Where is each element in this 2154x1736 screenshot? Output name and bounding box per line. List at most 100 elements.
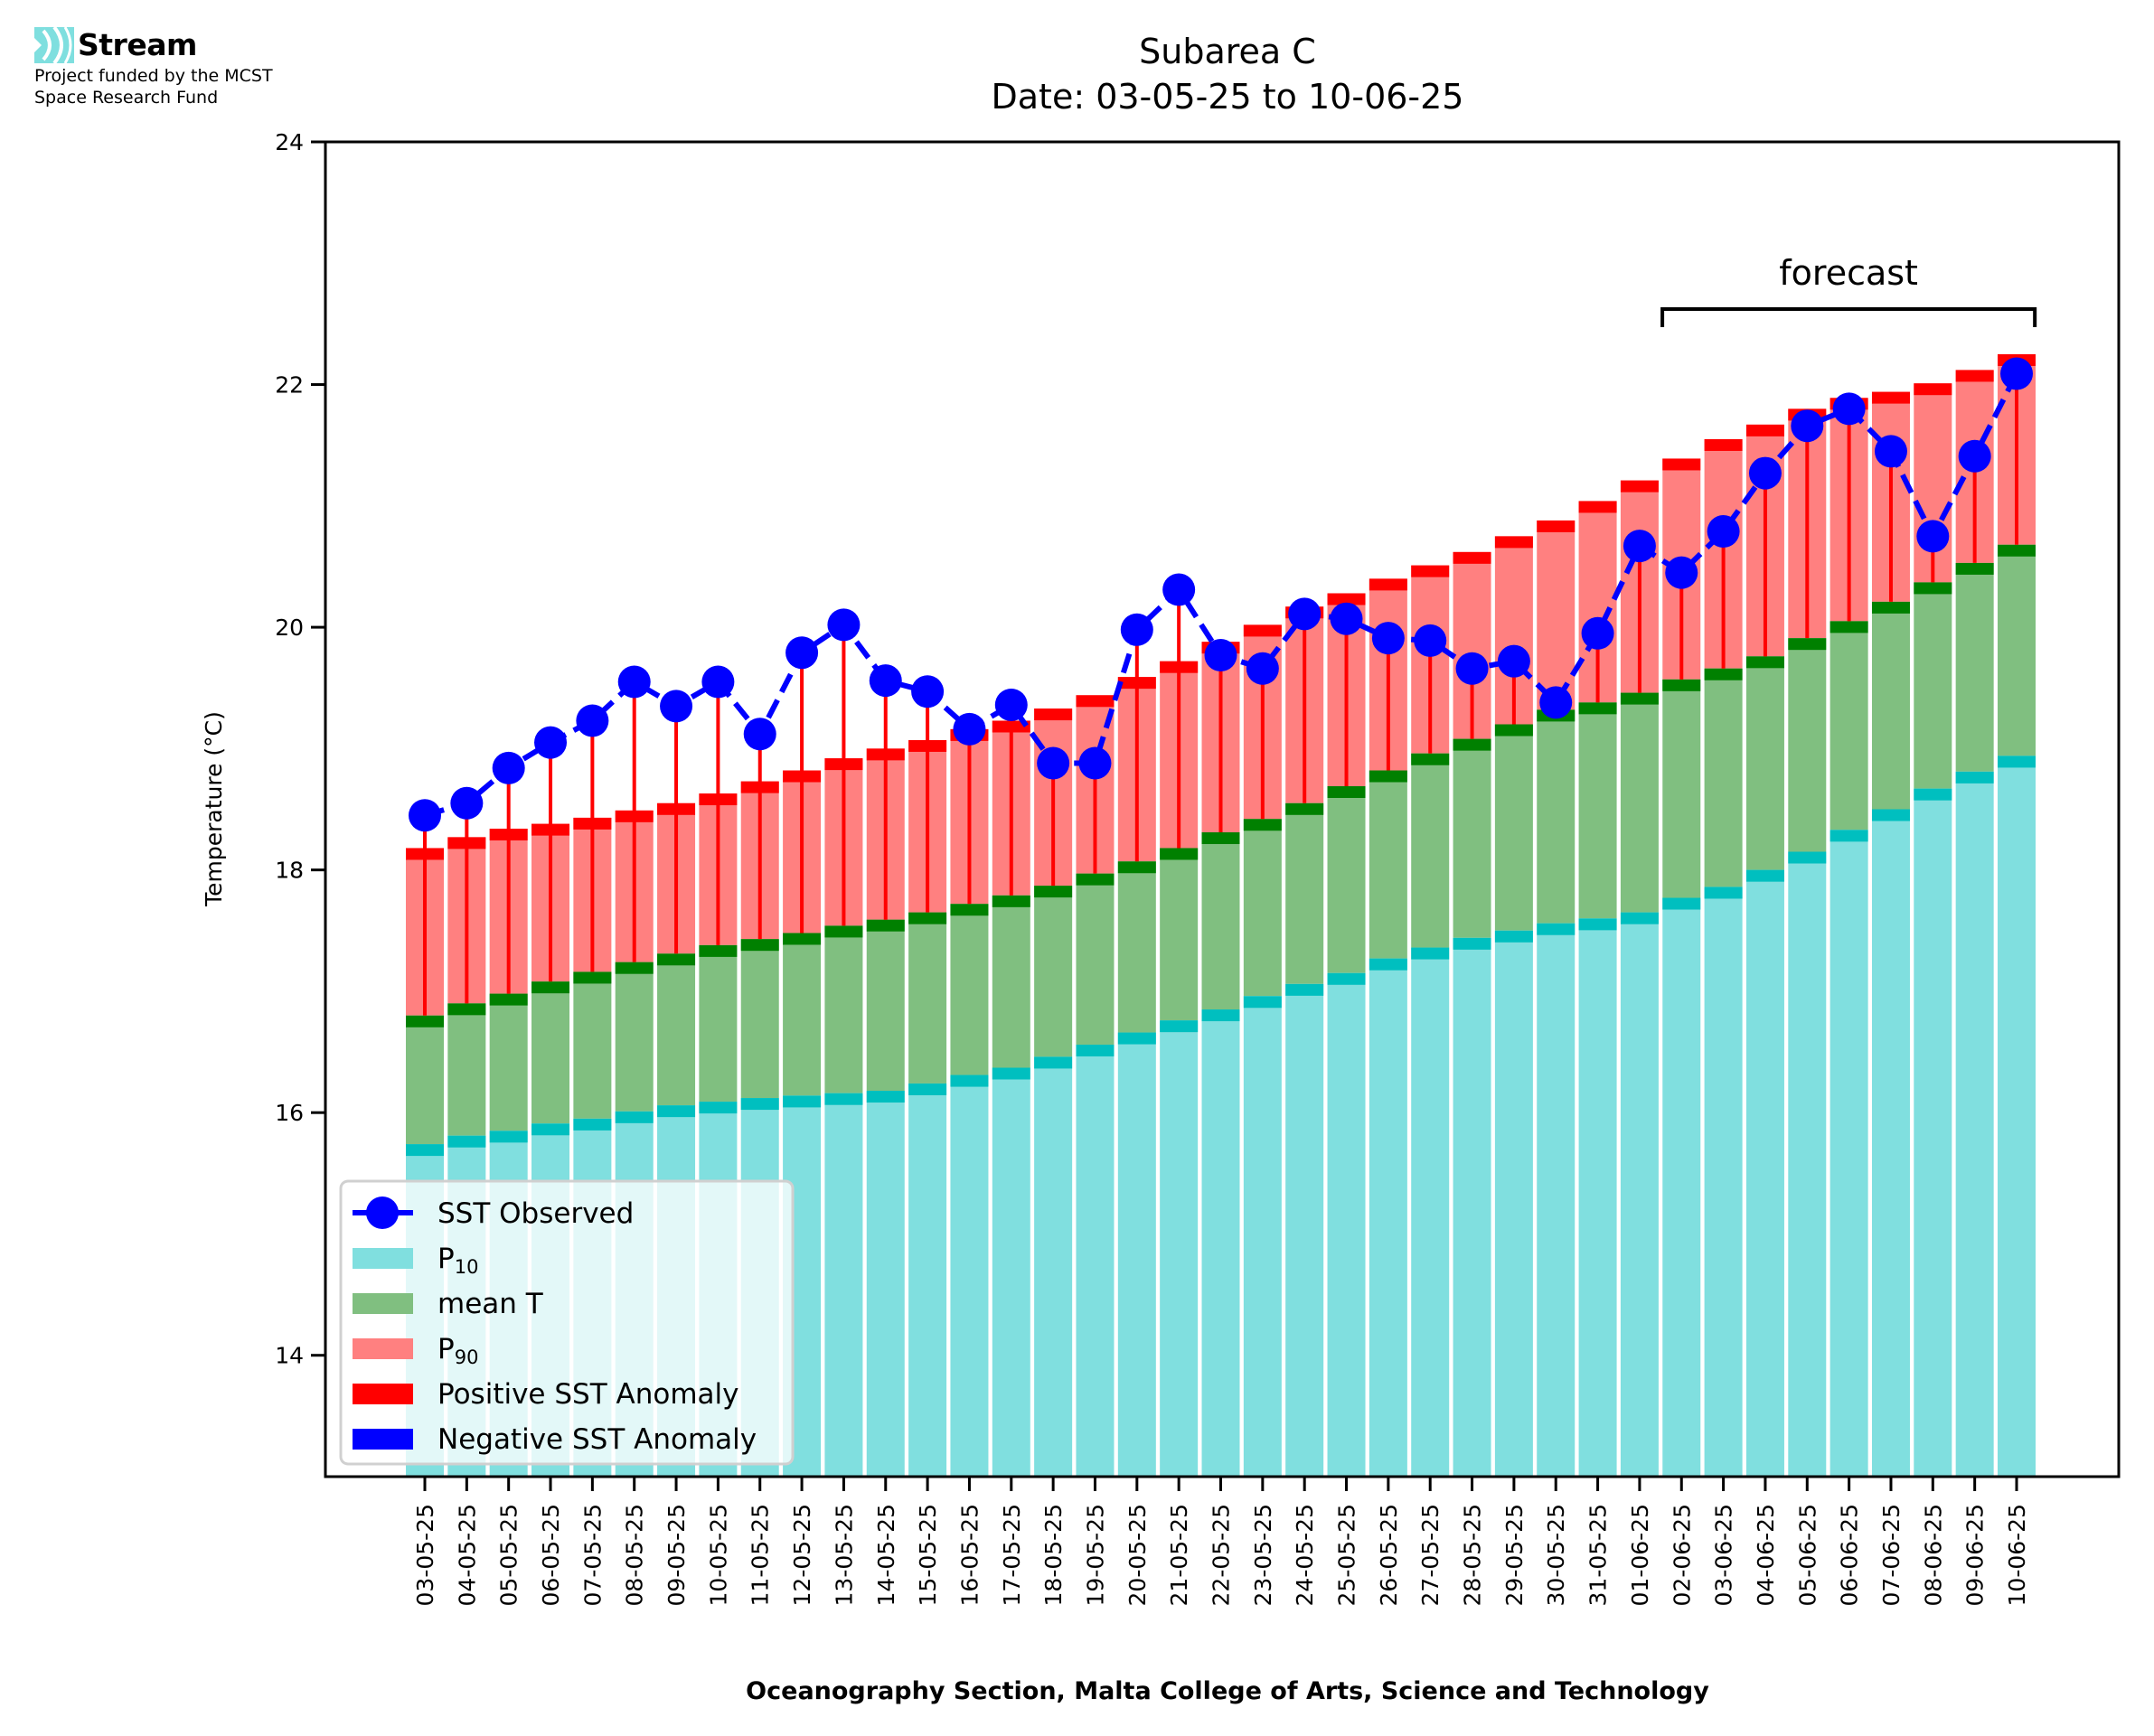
legend-patch-swatch: [353, 1248, 413, 1269]
bar-p10-cap: [1914, 788, 1952, 801]
bar-mean-cap: [950, 904, 989, 916]
bar-p10: [1076, 1044, 1115, 1477]
legend-label: SST Observed: [437, 1197, 634, 1230]
bar-p10-cap: [489, 1131, 528, 1143]
stream-waves-icon: [34, 25, 74, 65]
bar-p10-cap: [1788, 851, 1827, 864]
bar-p10-cap: [1537, 923, 1576, 935]
x-tick-label: 15-05-25: [915, 1504, 941, 1606]
x-tick-label: 06-05-25: [538, 1504, 564, 1606]
y-axis-label: Temperature (°C): [201, 711, 227, 907]
x-axis-label: Oceanography Section, Malta College of A…: [746, 1677, 1709, 1705]
bar-mean: [1160, 848, 1199, 1021]
observed-point: [1707, 515, 1740, 549]
bar-mean: [1537, 709, 1576, 924]
x-tick-label: 25-05-25: [1334, 1504, 1360, 1606]
bar-p10-cap: [1327, 972, 1366, 985]
bar-p90-cap: [1369, 578, 1407, 591]
bar-mean: [1788, 638, 1827, 852]
bar-p10: [1117, 1032, 1156, 1477]
bar-p90-cap: [1662, 458, 1701, 471]
bar-p90-cap: [1620, 480, 1659, 493]
observed-point: [2000, 357, 2033, 390]
x-tick-label: 22-05-25: [1209, 1504, 1235, 1606]
logo-subtitle-2: Space Research Fund: [34, 88, 219, 108]
bar-mean-cap: [824, 925, 863, 938]
bar-p10: [1537, 923, 1576, 1477]
y-ticks: 14 16 18 20 22 24: [275, 129, 325, 1369]
x-tick-label: 20-05-25: [1124, 1504, 1151, 1606]
bar-p90-cap: [1745, 424, 1784, 436]
legend-label: Negative SST Anomaly: [437, 1423, 757, 1456]
bar-p10: [1662, 897, 1701, 1477]
bar-mean: [1034, 886, 1073, 1057]
legend-label: mean T: [437, 1288, 544, 1320]
observed-point: [1330, 602, 1363, 635]
bar-p10: [1160, 1020, 1199, 1477]
bar-p10-cap: [1955, 771, 1994, 784]
bar-p10-cap: [1578, 918, 1617, 931]
observed-point: [1665, 556, 1698, 589]
bar-mean-cap: [1704, 668, 1743, 680]
x-tick-label: 21-05-25: [1166, 1504, 1192, 1606]
x-tick-label: 29-05-25: [1501, 1504, 1528, 1606]
bar-p10: [992, 1067, 1030, 1477]
bar-p10-cap: [1871, 809, 1910, 821]
bar-mean-cap: [1453, 738, 1491, 751]
x-tick-label: 16-05-25: [956, 1504, 983, 1606]
bar-p10-cap: [1411, 947, 1450, 960]
bar-mean-cap: [1871, 601, 1910, 614]
observed-point: [1162, 573, 1196, 606]
x-tick-label: 30-05-25: [1543, 1504, 1569, 1606]
bar-mean: [824, 925, 863, 1093]
bar-p10-cap: [573, 1118, 612, 1131]
bar-p10: [1829, 830, 1868, 1477]
y-tick-label: 22: [275, 372, 304, 399]
forecast-label: forecast: [1779, 253, 1918, 293]
bar-p10-cap: [1201, 1009, 1240, 1022]
bar-p10: [1745, 869, 1784, 1477]
bar-p10-cap: [1285, 983, 1324, 996]
legend-patch-swatch: [353, 1293, 413, 1314]
legend-marker-swatch: [366, 1196, 399, 1229]
bar-mean: [783, 933, 822, 1096]
bar-mean-cap: [992, 895, 1030, 907]
bar-p10: [1411, 947, 1450, 1477]
bar-p10-cap: [1369, 958, 1407, 971]
x-tick-label: 08-06-25: [1920, 1504, 1946, 1606]
bar-mean-cap: [740, 939, 779, 952]
bar-p10-cap: [824, 1093, 863, 1105]
bar-mean: [1662, 679, 1701, 898]
bar-p10: [1871, 809, 1910, 1477]
bar-p10-cap: [447, 1135, 486, 1148]
observed-point: [576, 704, 609, 737]
bar-p10-cap: [1662, 897, 1701, 910]
bar-mean-cap: [1998, 544, 2036, 557]
bar-p90: [1537, 520, 1576, 710]
y-tick-label: 14: [275, 1343, 304, 1369]
bar-mean: [615, 962, 654, 1112]
bar-p10-cap: [1620, 912, 1659, 924]
bar-p10: [1620, 912, 1659, 1477]
bar-p10-cap: [783, 1095, 822, 1108]
bar-mean: [1745, 656, 1784, 870]
observed-point: [1414, 624, 1447, 657]
bar-p90-cap: [1914, 383, 1952, 396]
bar-p10: [950, 1074, 989, 1477]
bar-p10-cap: [908, 1083, 947, 1095]
chart-subtitle: Date: 03-05-25 to 10-06-25: [992, 77, 1464, 117]
x-tick-label: 03-06-25: [1711, 1504, 1737, 1606]
bar-mean-cap: [1914, 582, 1952, 595]
bar-mean: [1998, 544, 2036, 756]
bar-mean: [1620, 692, 1659, 913]
bar-p90-cap: [1871, 391, 1910, 404]
bar-p10-cap: [1829, 830, 1868, 842]
logo-subtitle-1: Project funded by the MCST: [34, 66, 273, 86]
observed-point: [1078, 746, 1112, 780]
axes-frame: [324, 140, 2121, 1478]
bar-p90-cap: [1578, 501, 1617, 513]
observed-point: [1581, 616, 1614, 650]
bar-p10-cap: [1034, 1056, 1073, 1069]
x-tick-label: 18-05-25: [1040, 1504, 1067, 1606]
bar-p10: [1494, 930, 1533, 1477]
